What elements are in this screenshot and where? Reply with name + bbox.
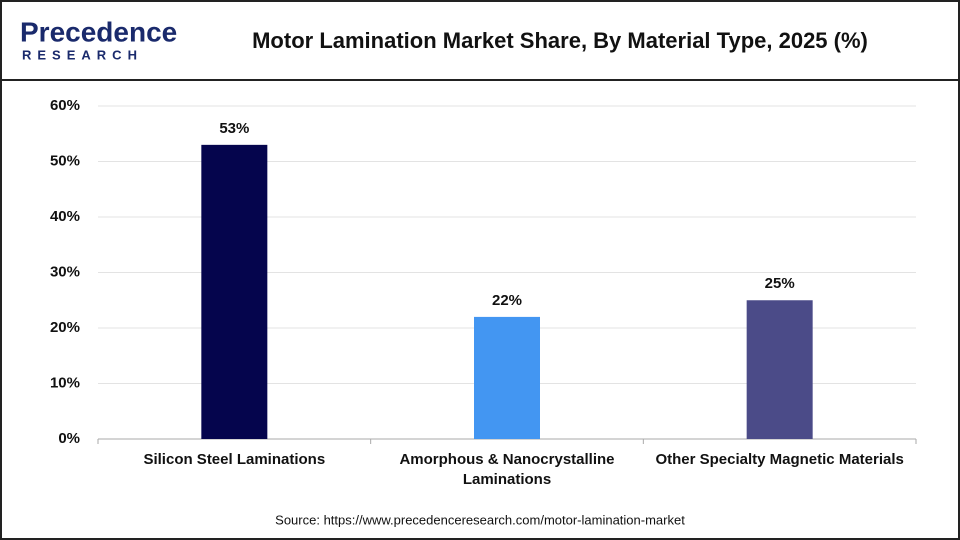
chart-title: Motor Lamination Market Share, By Materi… — [252, 28, 868, 53]
y-tick-label: 20% — [50, 319, 80, 336]
value-label: 25% — [765, 275, 795, 292]
y-tick-label: 10% — [50, 374, 80, 391]
bar — [474, 316, 540, 439]
y-tick-label: 40% — [50, 208, 80, 225]
x-tick-label: Amorphous & Nanocrystalline Laminations — [399, 451, 615, 488]
y-tick-label: 0% — [58, 430, 80, 447]
y-tick-label: 30% — [50, 263, 80, 280]
logo-sub: RESEARCH — [22, 47, 143, 62]
logo-name: Precedence — [20, 16, 177, 47]
bar — [746, 300, 813, 439]
x-tick-label: Silicon Steel Laminations — [143, 451, 326, 468]
bar — [201, 144, 268, 439]
y-tick-label: 60% — [50, 97, 80, 114]
value-label: 22% — [492, 292, 522, 309]
source: Source: https://www.precedenceresearch.c… — [275, 512, 685, 527]
x-tick-label: Other Specialty Magnetic Materials — [655, 451, 904, 468]
value-label: 53% — [219, 120, 249, 137]
y-tick-label: 50% — [50, 152, 80, 169]
